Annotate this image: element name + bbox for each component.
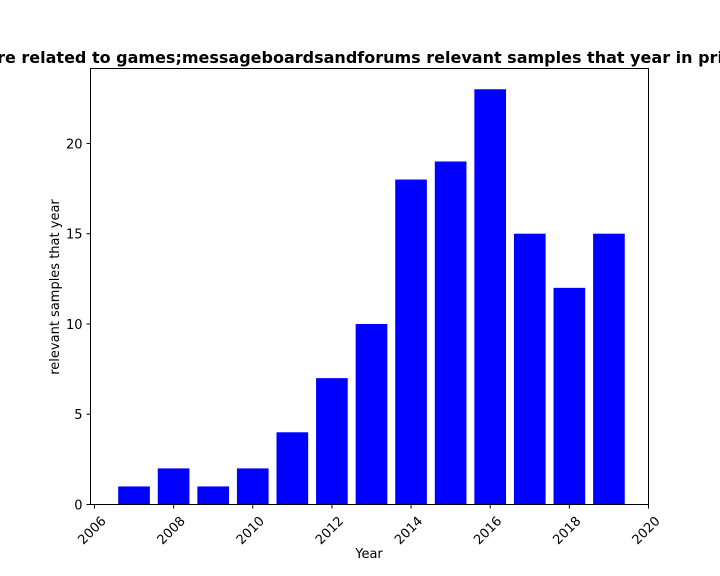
y-tick-label: 0 <box>74 499 82 514</box>
x-axis-label: Year <box>354 547 383 562</box>
bar-2016 <box>474 89 507 505</box>
y-tick-label: 10 <box>66 318 83 333</box>
bar-2014 <box>395 179 427 505</box>
y-tick-label: 20 <box>66 137 83 152</box>
bar-2009 <box>197 486 230 505</box>
bar-2017 <box>513 233 546 505</box>
bar-2018 <box>553 287 586 505</box>
bar-2015 <box>434 161 467 505</box>
y-axis-ticks: 0 5 10 15 20 <box>66 137 91 514</box>
x-tick-label: 2010 <box>234 514 268 548</box>
x-tick-label: 2018 <box>550 514 584 548</box>
x-tick-label: 2014 <box>392 514 426 548</box>
bar-2019 <box>593 233 625 505</box>
bar-2012 <box>316 378 348 505</box>
bar-2013 <box>355 323 388 505</box>
bar-2011 <box>276 432 309 505</box>
x-tick-label: 2012 <box>313 514 347 548</box>
bar-2007 <box>118 486 150 505</box>
x-tick-label: 2016 <box>471 514 505 548</box>
x-tick-label: 2020 <box>630 514 664 548</box>
y-tick-label: 5 <box>74 408 82 423</box>
bar-2010 <box>236 468 269 505</box>
x-tick-label: 2008 <box>155 514 189 548</box>
plot-frame <box>90 68 649 505</box>
chart-title: re related to games;messageboardsandforu… <box>0 48 720 67</box>
x-axis-ticks: 2006 2008 2010 2012 2014 2016 2018 2020 <box>75 504 664 548</box>
y-tick-label: 15 <box>66 228 83 243</box>
bar-2008 <box>157 468 190 505</box>
y-axis-label: relevant samples that year <box>48 199 63 375</box>
x-tick-label: 2006 <box>75 514 109 548</box>
bars-group <box>118 89 625 505</box>
